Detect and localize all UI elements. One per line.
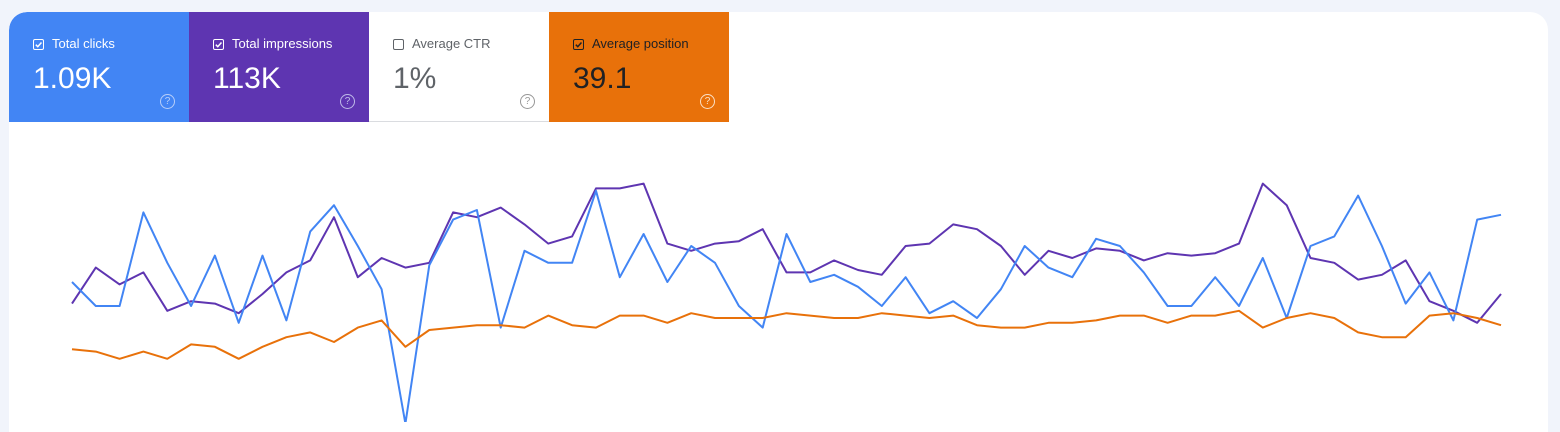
metric-average-ctr[interactable]: Average CTR 1% ? — [369, 12, 549, 122]
metric-average-position[interactable]: Average position 39.1 ? — [549, 12, 729, 122]
metric-value: 1% — [393, 62, 437, 95]
series-line-1 — [71, 189, 1502, 422]
help-circle-icon[interactable]: ? — [340, 94, 355, 109]
metric-label: Average CTR — [412, 36, 491, 51]
metric-value: 113K — [213, 62, 281, 95]
checkbox-unchecked-icon[interactable] — [393, 39, 404, 50]
metric-value: 1.09K — [33, 62, 112, 95]
metric-total-impressions[interactable]: Total impressions 113K ? — [189, 12, 369, 122]
metric-value: 39.1 — [573, 62, 632, 95]
checkbox-checked-icon[interactable] — [33, 39, 44, 50]
performance-card: Total clicks 1.09K ? Total impressions 1… — [9, 12, 1548, 432]
help-circle-icon[interactable]: ? — [520, 94, 535, 109]
checkbox-checked-icon[interactable] — [573, 39, 584, 50]
checkbox-checked-icon[interactable] — [213, 39, 224, 50]
metric-label: Total clicks — [52, 36, 115, 51]
help-circle-icon[interactable]: ? — [700, 94, 715, 109]
metric-total-clicks[interactable]: Total clicks 1.09K ? — [9, 12, 189, 122]
metric-label: Total impressions — [232, 36, 333, 51]
metric-label: Average position — [592, 36, 689, 51]
metric-tabs: Total clicks 1.09K ? Total impressions 1… — [9, 12, 729, 122]
series-line-2 — [71, 309, 1502, 360]
performance-line-chart[interactable] — [9, 122, 1548, 422]
series-line-0 — [71, 182, 1502, 324]
help-circle-icon[interactable]: ? — [160, 94, 175, 109]
